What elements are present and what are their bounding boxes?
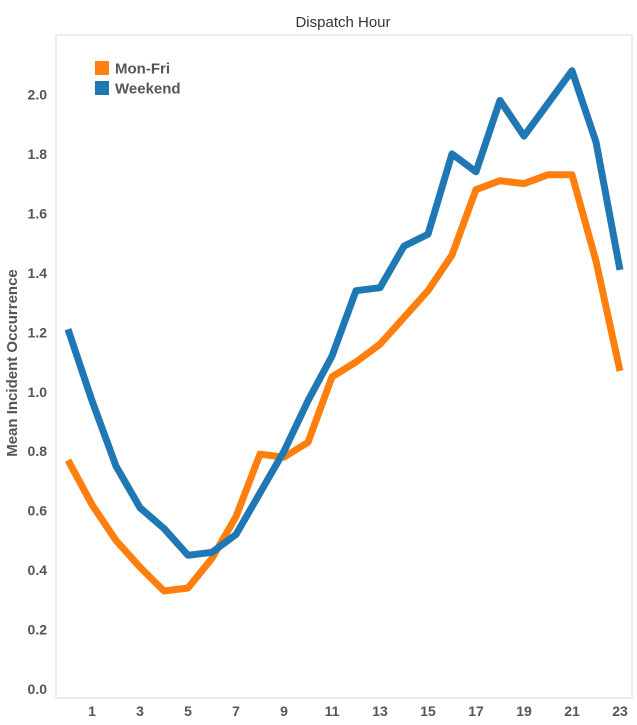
legend: Mon-Fri Weekend — [95, 61, 181, 98]
series-line-weekend — [64, 67, 624, 559]
y-tick-label: 1.4 — [28, 265, 48, 281]
y-tick-label: 0.6 — [28, 503, 48, 519]
chart-title: Dispatch Hour — [295, 14, 390, 31]
y-tick-label: 0.4 — [28, 562, 48, 578]
x-tick-label: 11 — [325, 703, 340, 719]
x-tick-label: 9 — [280, 703, 288, 719]
y-tick-label: 1.8 — [28, 146, 48, 162]
legend-label: Weekend — [115, 81, 181, 98]
y-tick-label: 1.2 — [28, 324, 48, 340]
legend-swatch — [95, 61, 109, 75]
y-tick-label: 1.0 — [28, 384, 48, 400]
x-tick-label: 5 — [184, 703, 192, 719]
legend-swatch — [95, 81, 109, 95]
x-tick-label: 1 — [88, 703, 96, 719]
x-tick-label: 17 — [468, 703, 484, 719]
x-tick-labels: 1 3 5 7 9 11 13 15 17 19 21 23 — [88, 703, 628, 719]
legend-label: Mon-Fri — [115, 61, 170, 78]
x-tick-label: 3 — [136, 703, 144, 719]
y-tick-label: 1.6 — [28, 205, 48, 221]
x-tick-label: 21 — [564, 703, 580, 719]
y-tick-label: 0.2 — [28, 622, 48, 638]
series-line-mon-fri — [64, 171, 624, 595]
x-tick-label: 15 — [420, 703, 436, 719]
y-tick-label: 0.8 — [28, 443, 48, 459]
y-tick-label: 2.0 — [28, 86, 48, 102]
y-tick-label: 0.0 — [28, 681, 48, 697]
x-tick-label: 7 — [232, 703, 240, 719]
x-tick-label: 19 — [516, 703, 532, 719]
x-tick-label: 13 — [372, 703, 388, 719]
series-lines — [64, 67, 624, 595]
x-tick-label: 23 — [612, 703, 628, 719]
y-tick-labels: 0.0 0.2 0.4 0.6 0.8 1.0 1.2 1.4 1.6 1.8 2.0 — [28, 86, 48, 697]
y-axis-label: Mean Incident Occurrence — [4, 269, 21, 457]
plot-frame — [55, 34, 633, 699]
